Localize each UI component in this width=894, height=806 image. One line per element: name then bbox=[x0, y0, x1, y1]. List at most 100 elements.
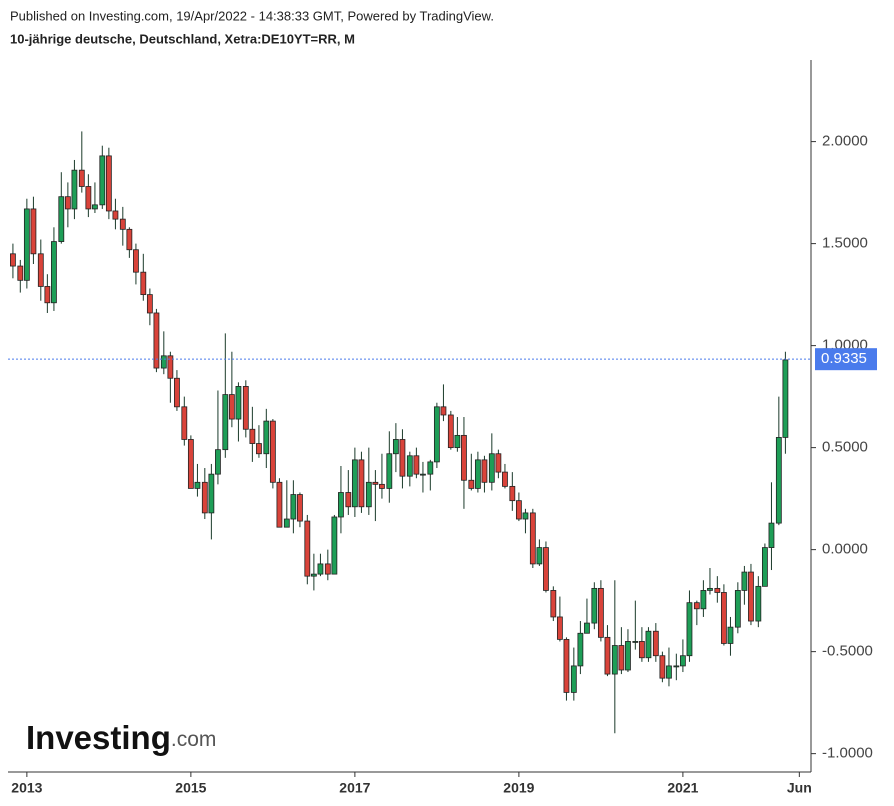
candle-body bbox=[222, 394, 229, 451]
candle-body bbox=[707, 587, 713, 591]
candle-body bbox=[536, 547, 543, 565]
candle-body bbox=[597, 587, 604, 638]
candle-body bbox=[379, 483, 385, 489]
candle-body bbox=[17, 265, 24, 281]
candle-body bbox=[700, 590, 707, 610]
candle-body bbox=[324, 563, 331, 575]
candle-body bbox=[611, 645, 618, 675]
candle-body bbox=[392, 439, 399, 455]
candle-body bbox=[269, 420, 276, 483]
x-tick-label: 2015 bbox=[175, 780, 206, 796]
candle-body bbox=[495, 453, 502, 473]
candle-body bbox=[775, 437, 782, 524]
candle-body bbox=[78, 169, 85, 187]
candle-body bbox=[481, 459, 488, 483]
candle-body bbox=[51, 241, 57, 304]
logo-suffix: .com bbox=[171, 728, 217, 751]
candle-body bbox=[105, 155, 112, 212]
candle-body bbox=[345, 492, 352, 508]
candle-body bbox=[461, 434, 467, 481]
published-note: Published on Investing.com, 19/Apr/2022 … bbox=[10, 8, 494, 23]
candle-body bbox=[58, 196, 65, 242]
candle-body bbox=[153, 312, 160, 369]
candle-body bbox=[160, 355, 167, 369]
candle-body bbox=[686, 602, 693, 657]
candle-body bbox=[468, 479, 475, 489]
candle-body bbox=[283, 518, 290, 528]
y-tick-label: -1.0000 bbox=[822, 745, 873, 762]
candle-body bbox=[584, 622, 590, 634]
candle-body bbox=[734, 590, 741, 628]
candle-body bbox=[427, 461, 434, 475]
x-tick-label: 2013 bbox=[11, 780, 42, 796]
candle-body bbox=[604, 636, 611, 675]
candle-body bbox=[119, 218, 126, 230]
candle-body bbox=[146, 294, 153, 314]
candle-body bbox=[358, 459, 365, 508]
candle-body bbox=[263, 420, 270, 455]
candle-body bbox=[331, 516, 338, 575]
candle-body bbox=[768, 522, 775, 548]
candle-body bbox=[317, 563, 324, 575]
candle-body bbox=[44, 286, 51, 304]
logo-name-text: Investing bbox=[26, 719, 171, 756]
candle-body bbox=[720, 592, 727, 644]
candle-body bbox=[570, 665, 577, 693]
candle-body bbox=[714, 587, 721, 593]
candle-body bbox=[310, 573, 317, 577]
candle-body bbox=[85, 186, 92, 210]
candle-body bbox=[591, 587, 598, 624]
candle-body bbox=[386, 453, 393, 489]
candle-body bbox=[761, 547, 768, 587]
y-tick-label: 1.5000 bbox=[822, 235, 868, 252]
candle-body bbox=[365, 481, 372, 508]
candle-body bbox=[679, 655, 686, 667]
candle-body bbox=[351, 459, 358, 508]
candle-body bbox=[741, 571, 748, 591]
candle-body bbox=[276, 481, 283, 528]
candle-body bbox=[242, 386, 249, 430]
candle-body bbox=[543, 547, 549, 591]
candle-body bbox=[140, 271, 147, 296]
candle-body bbox=[133, 249, 139, 273]
candle-body bbox=[181, 406, 188, 440]
candle-body bbox=[727, 626, 734, 644]
candle-body bbox=[338, 492, 344, 518]
candle-body bbox=[645, 630, 652, 659]
candle-body bbox=[92, 204, 98, 210]
candle-body bbox=[174, 377, 180, 408]
candle-body bbox=[509, 485, 516, 502]
candle-body bbox=[126, 228, 133, 251]
x-tick-label: 2019 bbox=[503, 780, 534, 796]
x-tick-label: Jun bbox=[787, 780, 812, 796]
candle-body bbox=[474, 459, 481, 489]
instrument-title: 10-jährige deutsche, Deutschland, Xetra:… bbox=[10, 31, 355, 46]
candle-body bbox=[577, 632, 584, 667]
candle-body bbox=[515, 500, 522, 520]
candle-body bbox=[23, 208, 30, 281]
candle-body bbox=[64, 196, 71, 210]
candle-body bbox=[201, 481, 208, 514]
candle-body bbox=[556, 616, 563, 640]
candle-body bbox=[187, 439, 194, 489]
candle-body bbox=[522, 512, 529, 520]
logo-name: Investing.com bbox=[26, 719, 216, 756]
candle-body bbox=[782, 359, 789, 438]
candle-body bbox=[37, 253, 44, 287]
last-price-label: 0.9335 bbox=[821, 350, 867, 367]
y-tick-label: -0.5000 bbox=[822, 643, 873, 660]
candle-body bbox=[673, 665, 680, 668]
candle-body bbox=[71, 169, 78, 210]
candle-body bbox=[194, 481, 201, 489]
candle-body bbox=[208, 473, 215, 514]
candle-body bbox=[249, 428, 256, 444]
y-tick-label: 2.0000 bbox=[822, 133, 868, 150]
candle-body bbox=[625, 641, 631, 671]
candle-body bbox=[666, 665, 672, 679]
candle-body bbox=[10, 253, 16, 267]
candle-body bbox=[99, 155, 106, 206]
candle-body bbox=[502, 471, 508, 487]
candle-body bbox=[748, 571, 754, 622]
candle-body bbox=[659, 655, 666, 679]
